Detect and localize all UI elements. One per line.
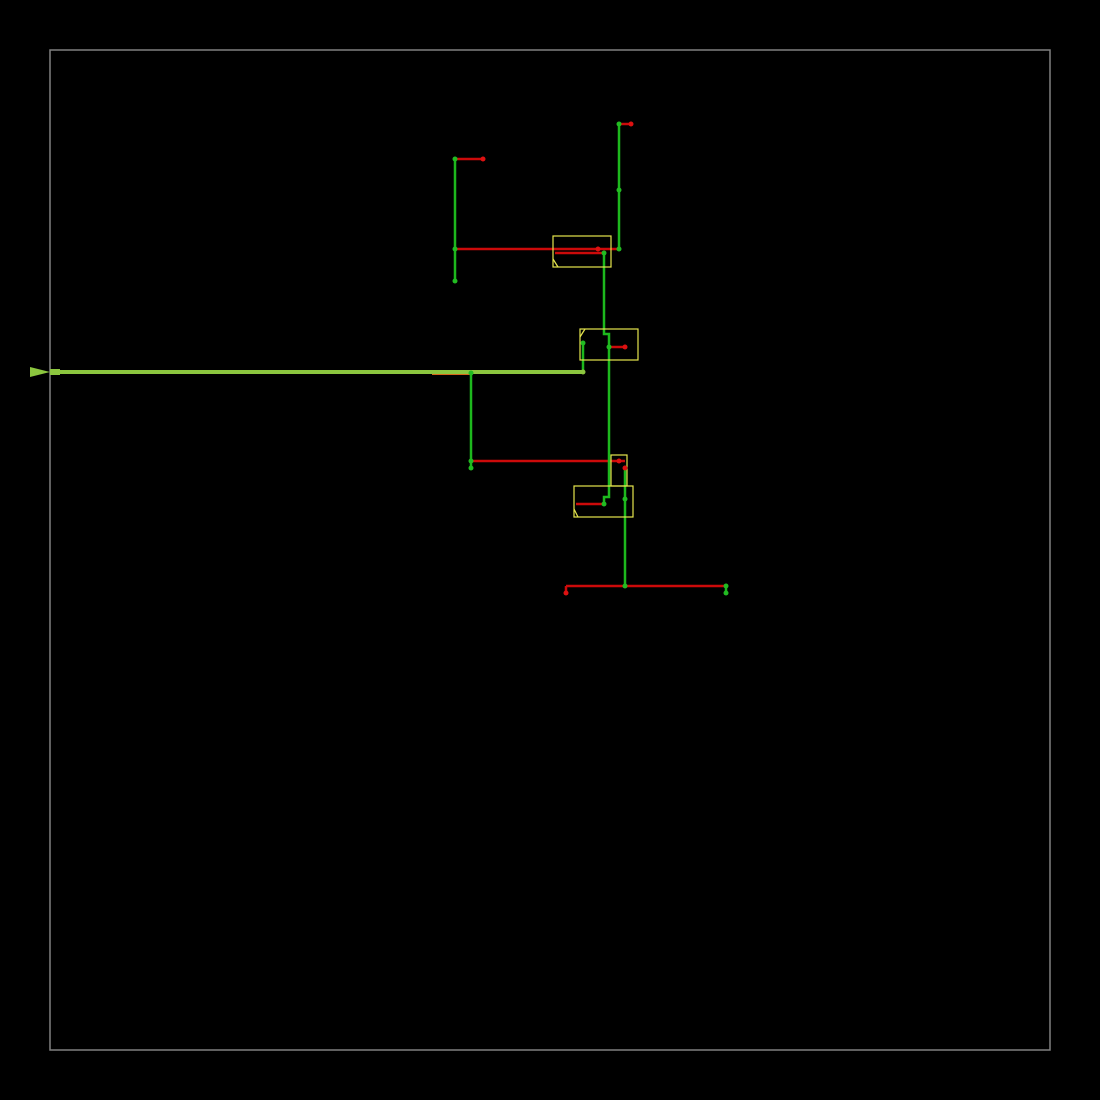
component-box-lower: [573, 485, 634, 518]
node: [622, 496, 628, 502]
component-box-middle: [579, 328, 639, 361]
component-box-lower-notch: [573, 508, 579, 518]
node: [580, 369, 586, 375]
node: [723, 583, 729, 589]
node: [580, 340, 586, 346]
component-box-middle-notch: [579, 328, 586, 338]
nodes: [452, 121, 729, 596]
board-outline: [49, 49, 1051, 1051]
node: [452, 156, 458, 162]
component-box-upper: [552, 235, 612, 268]
node: [468, 458, 474, 464]
node: [616, 121, 622, 127]
node: [468, 370, 474, 376]
trunk-start-marker: [50, 369, 60, 375]
node: [622, 583, 628, 589]
node: [616, 187, 622, 193]
node: [452, 246, 458, 252]
green-wire-center-path: [602, 253, 611, 504]
node: [452, 278, 458, 284]
green-wires: [453, 124, 728, 593]
red-wires: [455, 122, 726, 593]
node: [595, 246, 601, 252]
node: [723, 590, 729, 596]
node: [601, 250, 607, 256]
node: [622, 344, 628, 350]
node: [616, 246, 622, 252]
node: [616, 458, 622, 464]
node: [622, 465, 628, 471]
node: [480, 156, 486, 162]
node: [468, 465, 474, 471]
main-trunk: [30, 367, 583, 377]
node: [601, 501, 607, 507]
node: [628, 121, 634, 127]
component-boxes: [552, 235, 639, 518]
node: [563, 590, 569, 596]
node: [606, 344, 612, 350]
input-arrow-icon: [30, 367, 50, 377]
component-box-upper-notch: [552, 258, 559, 268]
